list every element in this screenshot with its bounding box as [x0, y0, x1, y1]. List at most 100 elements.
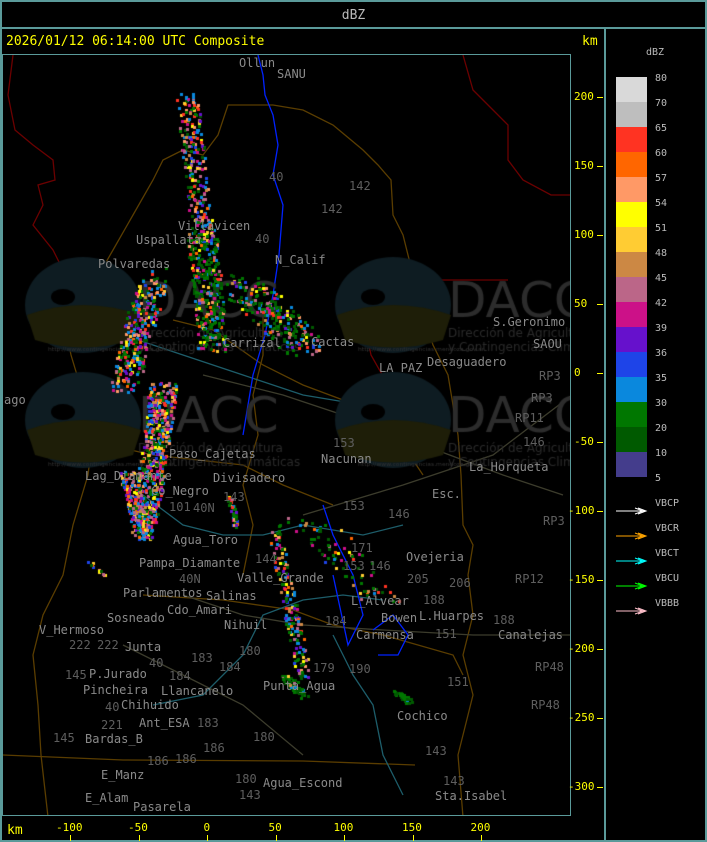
- route-number: 153: [343, 559, 365, 573]
- route-number: 222: [97, 638, 119, 652]
- route-number: 142: [321, 202, 343, 216]
- header-title: dBZ: [341, 8, 366, 23]
- route-number: 153: [343, 499, 365, 513]
- route-number: RP3: [531, 391, 553, 405]
- x-tick-label: 100: [333, 821, 354, 834]
- place-label: ago: [4, 393, 26, 407]
- legend-swatch: [616, 252, 647, 277]
- route-number: 180: [239, 644, 261, 658]
- route-number: RP3: [543, 514, 565, 528]
- place-labels: Ollun SANU Villavicen Uspallata Polvaredas N_…: [3, 55, 570, 815]
- radar-arrow-icon: [616, 575, 648, 590]
- route-number: 205: [407, 572, 429, 586]
- y-tick-label: -200: [568, 642, 595, 655]
- route-number: 186: [175, 752, 197, 766]
- y-tick-mark: [597, 97, 603, 98]
- legend-swatch: [616, 177, 647, 202]
- x-tick-label: 200: [470, 821, 491, 834]
- y-tick-mark: [597, 166, 603, 167]
- radar-arrow-icon: [616, 600, 648, 615]
- legend-label: 5: [655, 473, 662, 484]
- route-number: 146: [388, 507, 410, 521]
- route-number: 142: [349, 179, 371, 193]
- y-tick-label: 0: [574, 366, 581, 379]
- place-label: Cactas: [311, 335, 355, 349]
- y-tick-label: 100: [574, 228, 594, 241]
- place-label: Nihuil: [224, 618, 268, 632]
- x-tick-mark: [412, 835, 414, 841]
- legend-label: 54: [655, 198, 668, 209]
- route-number: RP48: [531, 698, 560, 712]
- place-label: Valle_Grande: [237, 571, 324, 585]
- place-label: Parlamentos: [123, 586, 203, 600]
- route-number: 171: [351, 541, 373, 555]
- legend-label: 45: [655, 273, 668, 284]
- y-tick-mark: [597, 511, 603, 512]
- route-number: 184: [219, 660, 241, 674]
- route-number: 186: [147, 754, 169, 768]
- x-tick-label: 50: [268, 821, 282, 834]
- route-number: 146: [523, 435, 545, 449]
- place-label: V_Hermoso: [39, 623, 105, 637]
- x-tick-label: 0: [203, 821, 211, 834]
- legend-swatch: [616, 227, 647, 252]
- y-tick-label: 150: [574, 159, 594, 172]
- radar-echo-layer: [3, 55, 570, 815]
- legend-label: 10: [655, 448, 668, 459]
- y-tick-label: -100: [568, 504, 595, 517]
- radar-arrow-icon: [616, 500, 648, 515]
- place-label: Ollun: [239, 56, 276, 70]
- y-tick-mark: [597, 718, 603, 719]
- route-number: 206: [449, 576, 471, 590]
- y-tick-mark: [597, 442, 603, 443]
- legend-swatch: [616, 127, 647, 152]
- route-number: 40N: [179, 572, 201, 586]
- place-label: Ovejeria: [406, 550, 464, 564]
- place-label: Pasarela: [133, 800, 191, 814]
- place-label: Carmensa: [356, 628, 414, 642]
- legend-swatch: [616, 152, 647, 177]
- place-label: Cochico: [397, 709, 448, 723]
- radar-map[interactable]: Ollun SANU Villavicen Uspallata Polvaredas N_…: [2, 54, 571, 816]
- legend-swatch: [616, 277, 647, 302]
- legend-title: dBZ: [646, 47, 665, 58]
- place-label: Desaguadero: [427, 355, 507, 369]
- route-number: 143: [223, 490, 245, 504]
- route-number: 151: [435, 627, 457, 641]
- map-title: 2026/01/12 06:14:00 UTC Composite: [6, 34, 265, 49]
- route-number: 144: [255, 552, 277, 566]
- route-number: 184: [325, 614, 347, 628]
- route-number: 145: [53, 731, 75, 745]
- place-label: Bardas_B: [85, 732, 143, 746]
- y-tick-label: 50: [574, 297, 588, 310]
- radar-legend-label: VBCT: [655, 548, 680, 559]
- legend-label: 36: [655, 348, 668, 359]
- place-label: Polvaredas: [98, 257, 171, 271]
- radar-legend-label: VBCP: [655, 498, 680, 509]
- radar-legend-label: VBCU: [655, 573, 680, 584]
- x-tick-mark: [207, 835, 208, 841]
- legend-swatch: [616, 352, 647, 377]
- place-label: Pampa_Diamante: [139, 556, 241, 570]
- route-number: 143: [239, 788, 261, 802]
- y-tick-mark: [597, 787, 603, 788]
- y-tick-label: 200: [574, 90, 594, 103]
- place-label: Divisadero: [213, 471, 286, 485]
- x-tick-mark: [138, 835, 140, 841]
- y-tick-mark: [597, 304, 603, 305]
- legend-swatch: [616, 427, 647, 452]
- route-number: 40: [255, 232, 270, 246]
- radar-legend-label: VBCR: [655, 523, 680, 534]
- x-tick-mark: [70, 835, 71, 841]
- legend-label: 42: [655, 298, 668, 309]
- legend-label: 60: [655, 148, 668, 159]
- place-label: LA PAZ: [379, 361, 423, 375]
- place-label: Chihuido: [121, 698, 179, 712]
- y-tick-label: -150: [568, 573, 595, 586]
- place-label: Sta.Isabel: [435, 789, 508, 803]
- top-bar: dBZ: [0, 0, 707, 29]
- y-tick-mark: [597, 235, 603, 236]
- legend-swatch: [616, 302, 647, 327]
- place-label: L_Alvear: [351, 594, 409, 608]
- radar-arrow-icon: [616, 550, 648, 565]
